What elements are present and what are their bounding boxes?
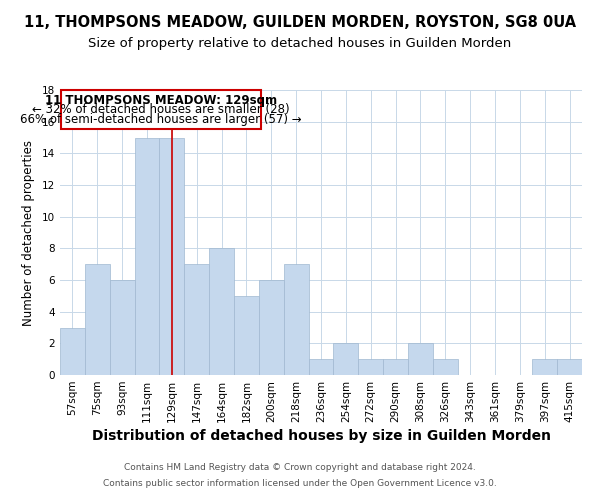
Bar <box>532 359 557 375</box>
X-axis label: Distribution of detached houses by size in Guilden Morden: Distribution of detached houses by size … <box>91 429 551 443</box>
Bar <box>85 264 110 375</box>
Bar <box>234 296 259 375</box>
Bar <box>557 359 582 375</box>
Bar <box>308 359 334 375</box>
Text: ← 32% of detached houses are smaller (28): ← 32% of detached houses are smaller (28… <box>32 104 290 117</box>
Text: 11, THOMPSONS MEADOW, GUILDEN MORDEN, ROYSTON, SG8 0UA: 11, THOMPSONS MEADOW, GUILDEN MORDEN, RO… <box>24 15 576 30</box>
Bar <box>134 138 160 375</box>
Text: Size of property relative to detached houses in Guilden Morden: Size of property relative to detached ho… <box>88 38 512 51</box>
Bar <box>408 344 433 375</box>
Bar <box>209 248 234 375</box>
Bar <box>433 359 458 375</box>
Bar <box>334 344 358 375</box>
Bar <box>358 359 383 375</box>
Bar <box>60 328 85 375</box>
Text: Contains HM Land Registry data © Crown copyright and database right 2024.: Contains HM Land Registry data © Crown c… <box>124 464 476 472</box>
Bar <box>110 280 134 375</box>
Bar <box>259 280 284 375</box>
Text: 66% of semi-detached houses are larger (57) →: 66% of semi-detached houses are larger (… <box>20 113 302 126</box>
Bar <box>160 138 184 375</box>
Bar <box>184 264 209 375</box>
Text: 11 THOMPSONS MEADOW: 129sqm: 11 THOMPSONS MEADOW: 129sqm <box>45 94 277 107</box>
Y-axis label: Number of detached properties: Number of detached properties <box>22 140 35 326</box>
Bar <box>383 359 408 375</box>
Text: Contains public sector information licensed under the Open Government Licence v3: Contains public sector information licen… <box>103 478 497 488</box>
FancyBboxPatch shape <box>61 90 262 129</box>
Bar <box>284 264 308 375</box>
